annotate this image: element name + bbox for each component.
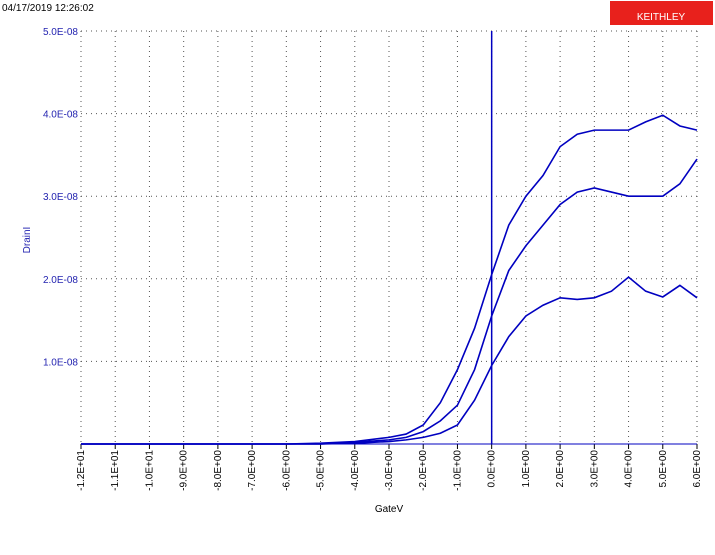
logo-box	[610, 1, 713, 25]
curve	[81, 276, 698, 445]
timestamp: 04/17/2019 12:26:02	[2, 3, 94, 14]
x-axis-label: GateV	[375, 504, 404, 515]
x-tick-label: -1.0E+01	[144, 450, 155, 491]
x-tick-label: -1.0E+00	[452, 450, 463, 491]
x-tick-label: 5.0E+00	[658, 450, 669, 488]
y-tick-label: 2.0E-08	[43, 275, 78, 286]
x-tick-label: -4.0E+00	[350, 450, 361, 491]
x-tick-label: 4.0E+00	[624, 450, 635, 488]
y-tick-label: 5.0E-08	[43, 27, 78, 38]
x-tick-label: -8.0E+00	[213, 450, 224, 491]
x-tick-label: -7.0E+00	[247, 450, 258, 491]
y-tick-label: 1.0E-08	[43, 357, 78, 368]
curve	[81, 114, 698, 445]
x-tick-label: 2.0E+00	[555, 450, 566, 488]
x-tick-label: 1.0E+00	[521, 450, 532, 488]
logo: KEITHLEY	[637, 12, 686, 23]
x-tick-label: 6.0E+00	[692, 450, 703, 488]
x-tick-label: -1.2E+01	[76, 450, 87, 491]
x-tick-label: -5.0E+00	[316, 450, 327, 491]
x-tick-label: 3.0E+00	[589, 450, 600, 488]
x-tick-label: -6.0E+00	[281, 450, 292, 491]
y-tick-label: 3.0E-08	[43, 192, 78, 203]
x-tick-label: 0.0E+00	[487, 450, 498, 488]
x-tick-label: -1.1E+01	[110, 450, 121, 491]
x-tick-label: -2.0E+00	[418, 450, 429, 491]
x-tick-label: -3.0E+00	[384, 450, 395, 491]
y-axis-label: DrainI	[22, 227, 33, 254]
x-tick-label: -9.0E+00	[179, 450, 190, 491]
y-tick-label: 4.0E-08	[43, 110, 78, 121]
